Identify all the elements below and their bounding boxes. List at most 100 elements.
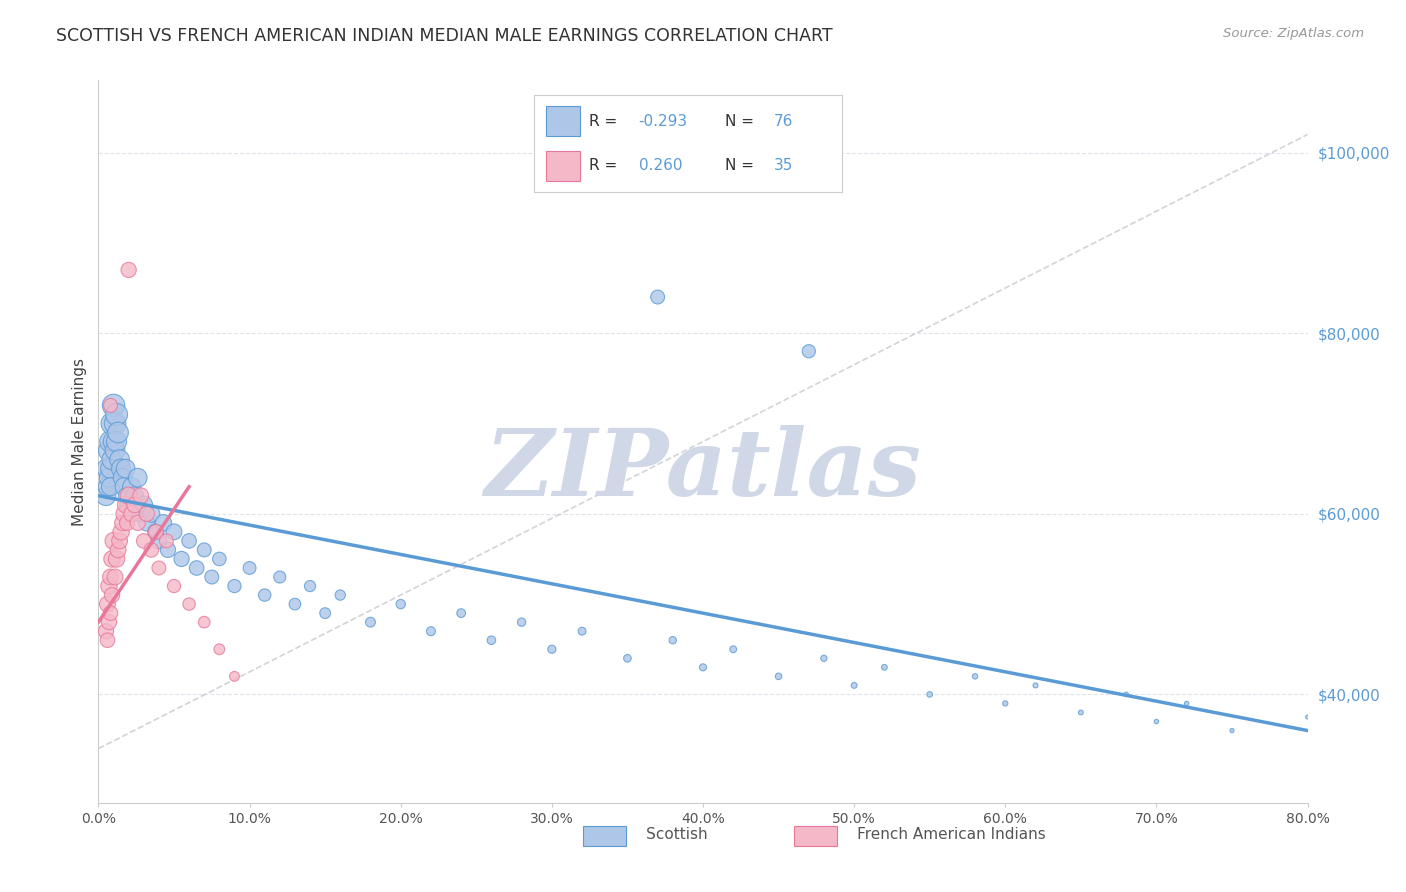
Point	[111, 516, 134, 530]
Point	[224, 669, 246, 683]
Point	[1115, 687, 1137, 701]
Point	[100, 461, 122, 475]
Point	[145, 524, 167, 539]
Point	[540, 642, 562, 657]
Text: SCOTTISH VS FRENCH AMERICAN INDIAN MEDIAN MALE EARNINGS CORRELATION CHART: SCOTTISH VS FRENCH AMERICAN INDIAN MEDIA…	[56, 27, 832, 45]
Point	[121, 507, 143, 521]
Point	[118, 263, 141, 277]
Point	[105, 434, 128, 449]
Point	[94, 489, 117, 503]
Point	[1024, 678, 1046, 692]
Point	[186, 561, 208, 575]
Point	[101, 452, 124, 467]
Point	[118, 498, 141, 512]
Point	[129, 489, 152, 503]
Point	[571, 624, 593, 639]
Point	[104, 443, 127, 458]
Point	[163, 524, 186, 539]
Point	[148, 561, 170, 575]
Point	[1070, 706, 1092, 720]
Point	[96, 461, 118, 475]
Text: Scottish: Scottish	[612, 827, 707, 841]
Point	[420, 624, 443, 639]
Text: ZIPatlas: ZIPatlas	[485, 425, 921, 516]
Point	[224, 579, 246, 593]
Point	[193, 615, 215, 630]
Point	[112, 480, 135, 494]
Point	[127, 471, 149, 485]
Point	[148, 533, 170, 548]
Point	[152, 516, 174, 530]
Point	[105, 408, 128, 422]
Point	[101, 588, 124, 602]
Point	[141, 542, 163, 557]
Point	[103, 434, 125, 449]
Point	[647, 290, 669, 304]
Point	[129, 507, 152, 521]
Point	[314, 606, 336, 620]
Point	[145, 524, 167, 539]
Point	[100, 434, 122, 449]
Point	[692, 660, 714, 674]
Point	[1175, 697, 1198, 711]
Point	[844, 678, 866, 692]
Point	[124, 498, 146, 512]
Text: French American Indians: French American Indians	[823, 827, 1045, 841]
Y-axis label: Median Male Earnings: Median Male Earnings	[72, 358, 87, 525]
Point	[96, 480, 118, 494]
Point	[253, 588, 276, 602]
Point	[269, 570, 291, 584]
Point	[96, 633, 118, 648]
Point	[101, 552, 124, 566]
Point	[510, 615, 533, 630]
Point	[1144, 714, 1167, 729]
Point	[100, 570, 122, 584]
Point	[208, 552, 231, 566]
Point	[108, 533, 131, 548]
Point	[163, 579, 186, 593]
Point	[179, 533, 201, 548]
Point	[111, 471, 134, 485]
Point	[98, 579, 121, 593]
Point	[481, 633, 503, 648]
Point	[107, 542, 129, 557]
Point	[135, 516, 157, 530]
Point	[98, 443, 121, 458]
Point	[101, 417, 124, 431]
Point	[135, 507, 157, 521]
Point	[100, 398, 122, 412]
Point	[115, 489, 138, 503]
Point	[873, 660, 896, 674]
Point	[132, 533, 155, 548]
Point	[155, 533, 177, 548]
Point	[284, 597, 307, 611]
Point	[1296, 710, 1319, 724]
Point	[107, 425, 129, 440]
Point	[94, 624, 117, 639]
Point	[108, 452, 131, 467]
Point	[299, 579, 322, 593]
Point	[450, 606, 472, 620]
Point	[127, 516, 149, 530]
Point	[114, 461, 136, 475]
Point	[239, 561, 262, 575]
Point	[723, 642, 745, 657]
Point	[1220, 723, 1243, 738]
Point	[661, 633, 683, 648]
Point	[104, 417, 127, 431]
Point	[193, 542, 215, 557]
Point	[797, 344, 820, 359]
Point	[121, 480, 143, 494]
Point	[100, 606, 122, 620]
Point	[170, 552, 193, 566]
Point	[201, 570, 224, 584]
Point	[813, 651, 835, 665]
Point	[105, 552, 128, 566]
Point	[156, 542, 179, 557]
Point	[208, 642, 231, 657]
Point	[104, 570, 127, 584]
Point	[994, 697, 1017, 711]
Point	[98, 471, 121, 485]
Point	[100, 480, 122, 494]
Point	[965, 669, 987, 683]
